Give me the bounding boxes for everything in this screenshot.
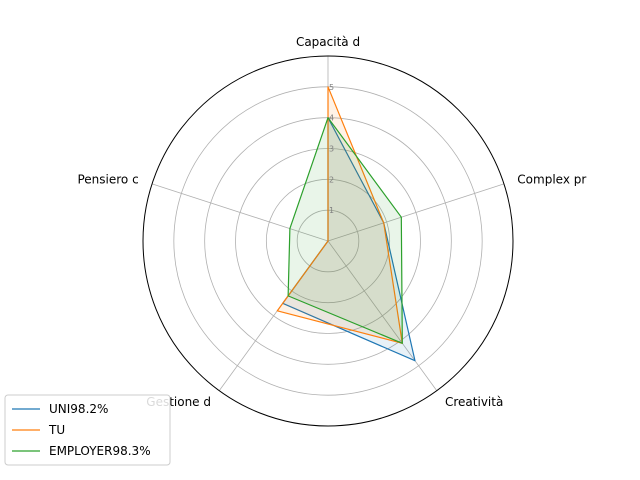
series-fill-1 <box>277 86 403 344</box>
legend-label: UNI98.2% <box>49 402 108 416</box>
radar-series <box>276 86 416 362</box>
legend-box <box>4 394 171 466</box>
r-tick-label: 2 <box>329 175 334 184</box>
series-fill-0 <box>282 117 415 361</box>
legend-label: EMPLOYER98.3% <box>49 444 151 458</box>
series-fill-2 <box>288 117 403 344</box>
series-line-1 <box>276 86 403 344</box>
legend-label: TU <box>48 423 65 437</box>
r-tick-label: 3 <box>329 145 334 154</box>
axis-label: Complex pr <box>517 173 586 187</box>
legend: UNI98.2% TU EMPLOYER98.3% <box>4 394 171 466</box>
axis-label: Creatività <box>445 395 503 409</box>
series-line-2 <box>287 117 403 344</box>
r-tick-label: 1 <box>329 206 334 215</box>
r-tick-label: 5 <box>329 83 334 92</box>
outer-frame <box>142 55 514 427</box>
axis-label: Pensiero c <box>77 173 138 187</box>
axis-label: Capacità d <box>296 35 360 49</box>
r-tick-label: 4 <box>329 114 334 123</box>
